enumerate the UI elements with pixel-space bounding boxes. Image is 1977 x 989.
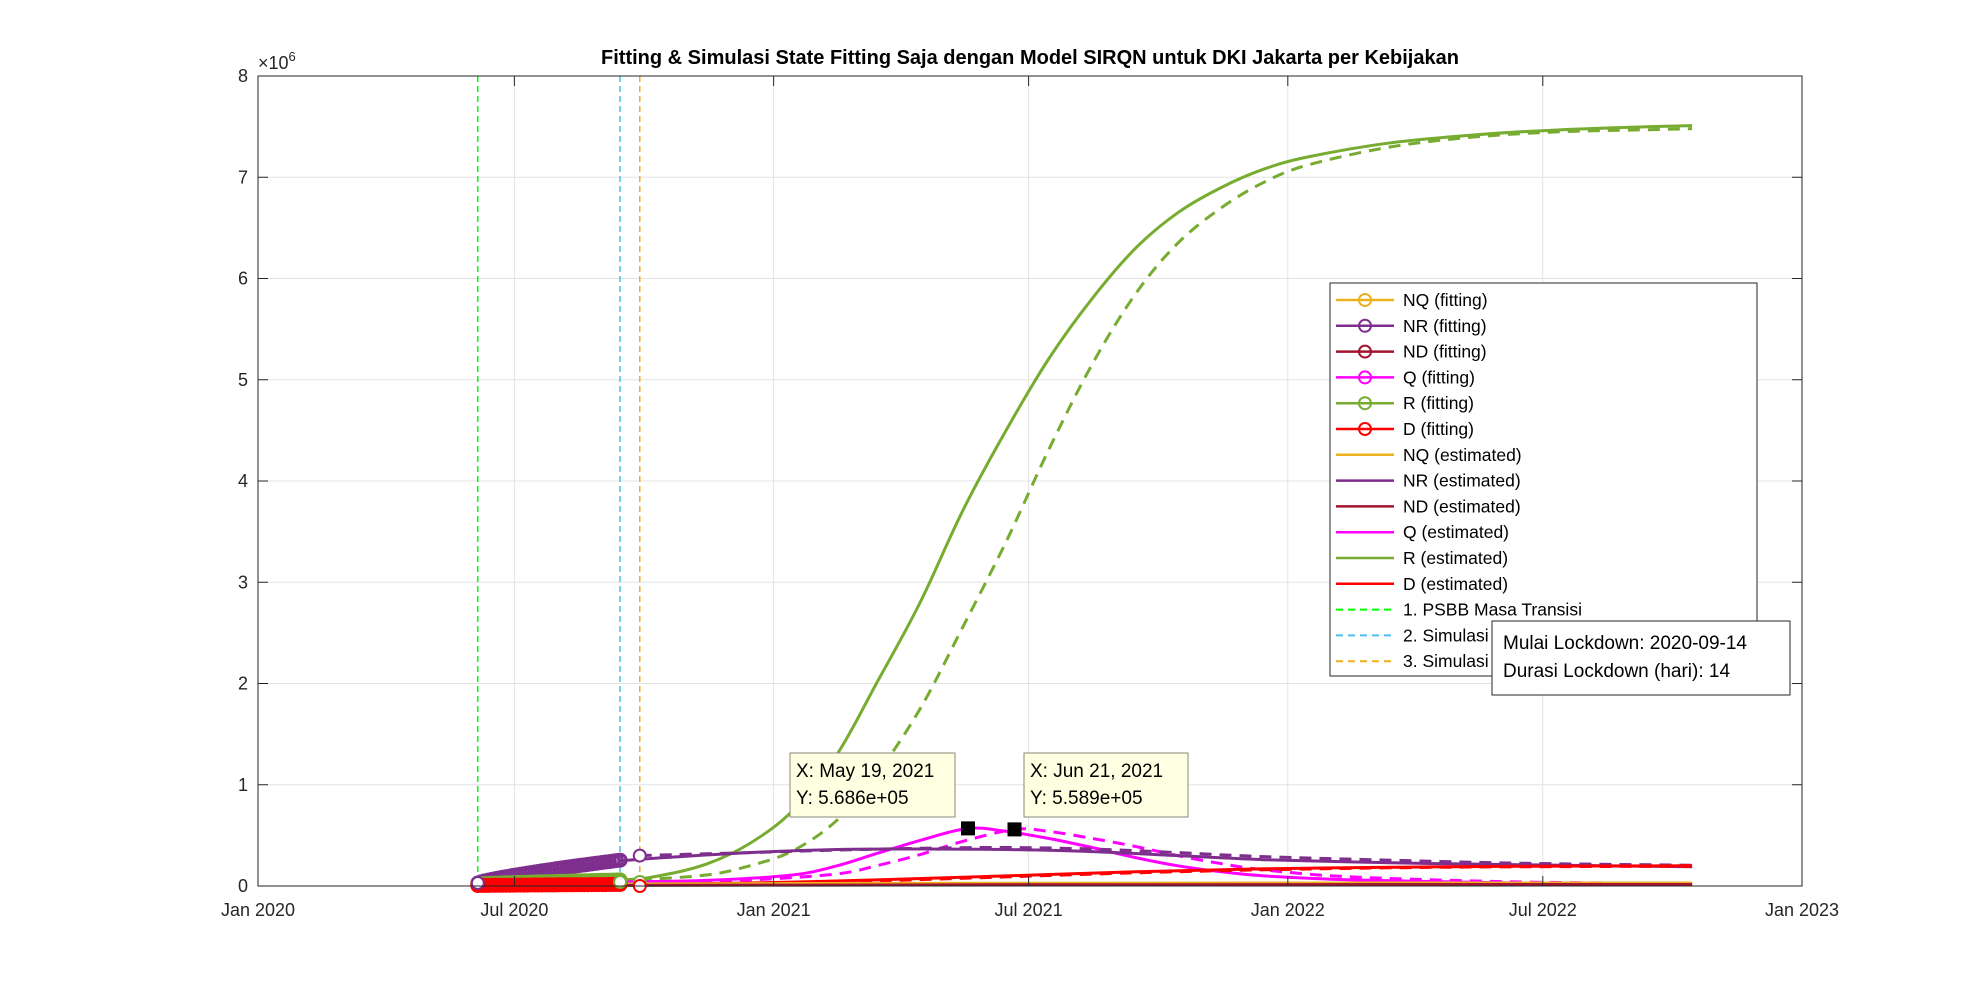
legend-entry-label: ND (fitting) <box>1403 342 1487 362</box>
datatip-y-text: Y: 5.686e+05 <box>796 788 909 809</box>
legend-swatch-marker <box>1358 370 1372 385</box>
annotation-line-1: Mulai Lockdown: 2020-09-14 <box>1503 633 1747 654</box>
series-line <box>639 127 1693 882</box>
series-line <box>477 124 1693 886</box>
highlight-marker <box>470 876 485 890</box>
x-tick-label: Jan 2021 <box>737 900 811 920</box>
y-tick-label: 6 <box>238 269 248 289</box>
legend-swatch-marker <box>1358 422 1372 436</box>
legend-swatch-marker <box>1358 396 1372 411</box>
legend: NQ (fitting) NR (fitting) ND (fitting) Q (f… <box>1329 282 1758 677</box>
policy-lines <box>477 76 641 886</box>
legend-entry-label: NQ (fitting) <box>1403 290 1488 310</box>
x-tick-label: Jan 2020 <box>221 900 295 920</box>
legend-entry-label: NR (fitting) <box>1403 316 1487 336</box>
x-tick-label: Jan 2022 <box>1251 900 1325 920</box>
legend-swatch-marker <box>1358 293 1372 307</box>
y-tick-label: 0 <box>238 876 248 896</box>
x-tick-label: Jul 2021 <box>995 900 1063 920</box>
datatip-point <box>961 821 975 836</box>
y-exponent-power: 6 <box>289 49 296 64</box>
highlight-marker <box>632 848 647 863</box>
y-exponent-base: ×10 <box>258 53 289 73</box>
legend-entry-label: NR (estimated) <box>1403 471 1521 491</box>
x-tick-label: Jul 2020 <box>480 900 548 920</box>
y-tick-label: 8 <box>238 66 248 86</box>
lockdown-annotation: Mulai Lockdown: 2020-09-14 Durasi Lockdow… <box>1491 620 1791 696</box>
y-exponent-label: ×106 <box>258 49 296 73</box>
annotation-line-2: Durasi Lockdown (hari): 14 <box>1503 661 1730 682</box>
datatip-x-text: X: May 19, 2021 <box>796 761 934 782</box>
datatip-y-text: Y: 5.589e+05 <box>1030 788 1143 809</box>
legend-box <box>1329 282 1758 677</box>
legend-entry-label: Q (estimated) <box>1403 522 1509 542</box>
x-tick-label: Jul 2022 <box>1509 900 1577 920</box>
chart-title: Fitting & Simulasi State Fitting Saja de… <box>601 47 1459 69</box>
y-tick-label: 5 <box>238 370 248 390</box>
series-line <box>639 864 1693 886</box>
y-tick-label: 3 <box>238 572 248 592</box>
tick-group: Jan 2020 Jul 2020 Jan 2021 Jul 2021 Jan 2022… <box>221 66 1839 920</box>
y-tick-label: 7 <box>238 167 248 187</box>
legend-swatch-marker <box>1358 318 1372 333</box>
series-line <box>639 827 1693 885</box>
datatip-box <box>1023 752 1189 818</box>
highlight-marker <box>613 875 628 889</box>
legend-entry-label: 1. PSBB Masa Transisi <box>1403 600 1582 620</box>
annotation-box <box>1491 620 1791 696</box>
x-tick-label: Jan 2023 <box>1765 900 1839 920</box>
datatips: X: May 19, 2021 Y: 5.686e+05 X: Jun 21, 20… <box>789 752 1189 837</box>
series-line <box>639 845 1693 867</box>
legend-entry-label: Q (fitting) <box>1403 367 1475 387</box>
datatip-box <box>789 752 956 818</box>
legend-entry-label: R (estimated) <box>1403 548 1508 568</box>
series-line <box>477 826 1693 886</box>
legend-swatch-marker <box>1358 344 1372 359</box>
legend-entry-label: ND (estimated) <box>1403 496 1521 516</box>
fitting-marker <box>612 852 628 868</box>
y-tick-label: 2 <box>238 674 248 694</box>
legend-entry-label: D (fitting) <box>1403 419 1474 439</box>
datatip-point <box>1007 822 1022 837</box>
datatip-x-text: X: Jun 21, 2021 <box>1030 761 1163 782</box>
legend-entry-label: NQ (estimated) <box>1403 445 1522 465</box>
y-tick-label: 1 <box>238 775 248 795</box>
y-tick-label: 4 <box>238 471 248 491</box>
legend-entry-label: D (estimated) <box>1403 574 1508 594</box>
legend-entry-label: R (fitting) <box>1403 393 1474 413</box>
